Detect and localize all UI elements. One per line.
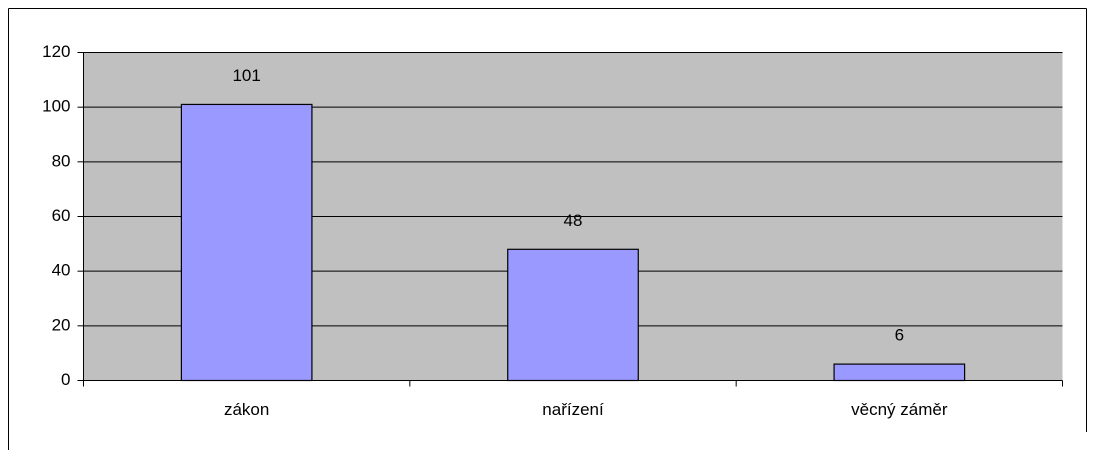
y-tick-label: 120 bbox=[42, 42, 70, 61]
y-tick-label: 60 bbox=[52, 206, 71, 225]
x-tick-label: nařízení bbox=[542, 400, 604, 419]
y-tick-label: 80 bbox=[52, 151, 71, 170]
data-label: 48 bbox=[564, 211, 583, 230]
bar bbox=[180, 103, 313, 382]
y-tick-label: 0 bbox=[61, 370, 70, 389]
y-tick-label: 100 bbox=[42, 97, 70, 116]
x-tick-label: věcný záměr bbox=[851, 400, 948, 419]
data-label: 6 bbox=[895, 326, 904, 345]
data-label: 101 bbox=[232, 66, 260, 85]
y-tick-label: 20 bbox=[52, 315, 71, 334]
bar bbox=[507, 248, 639, 382]
x-tick-label: zákon bbox=[224, 400, 269, 419]
bar bbox=[833, 363, 966, 382]
y-tick-label: 40 bbox=[52, 261, 71, 280]
